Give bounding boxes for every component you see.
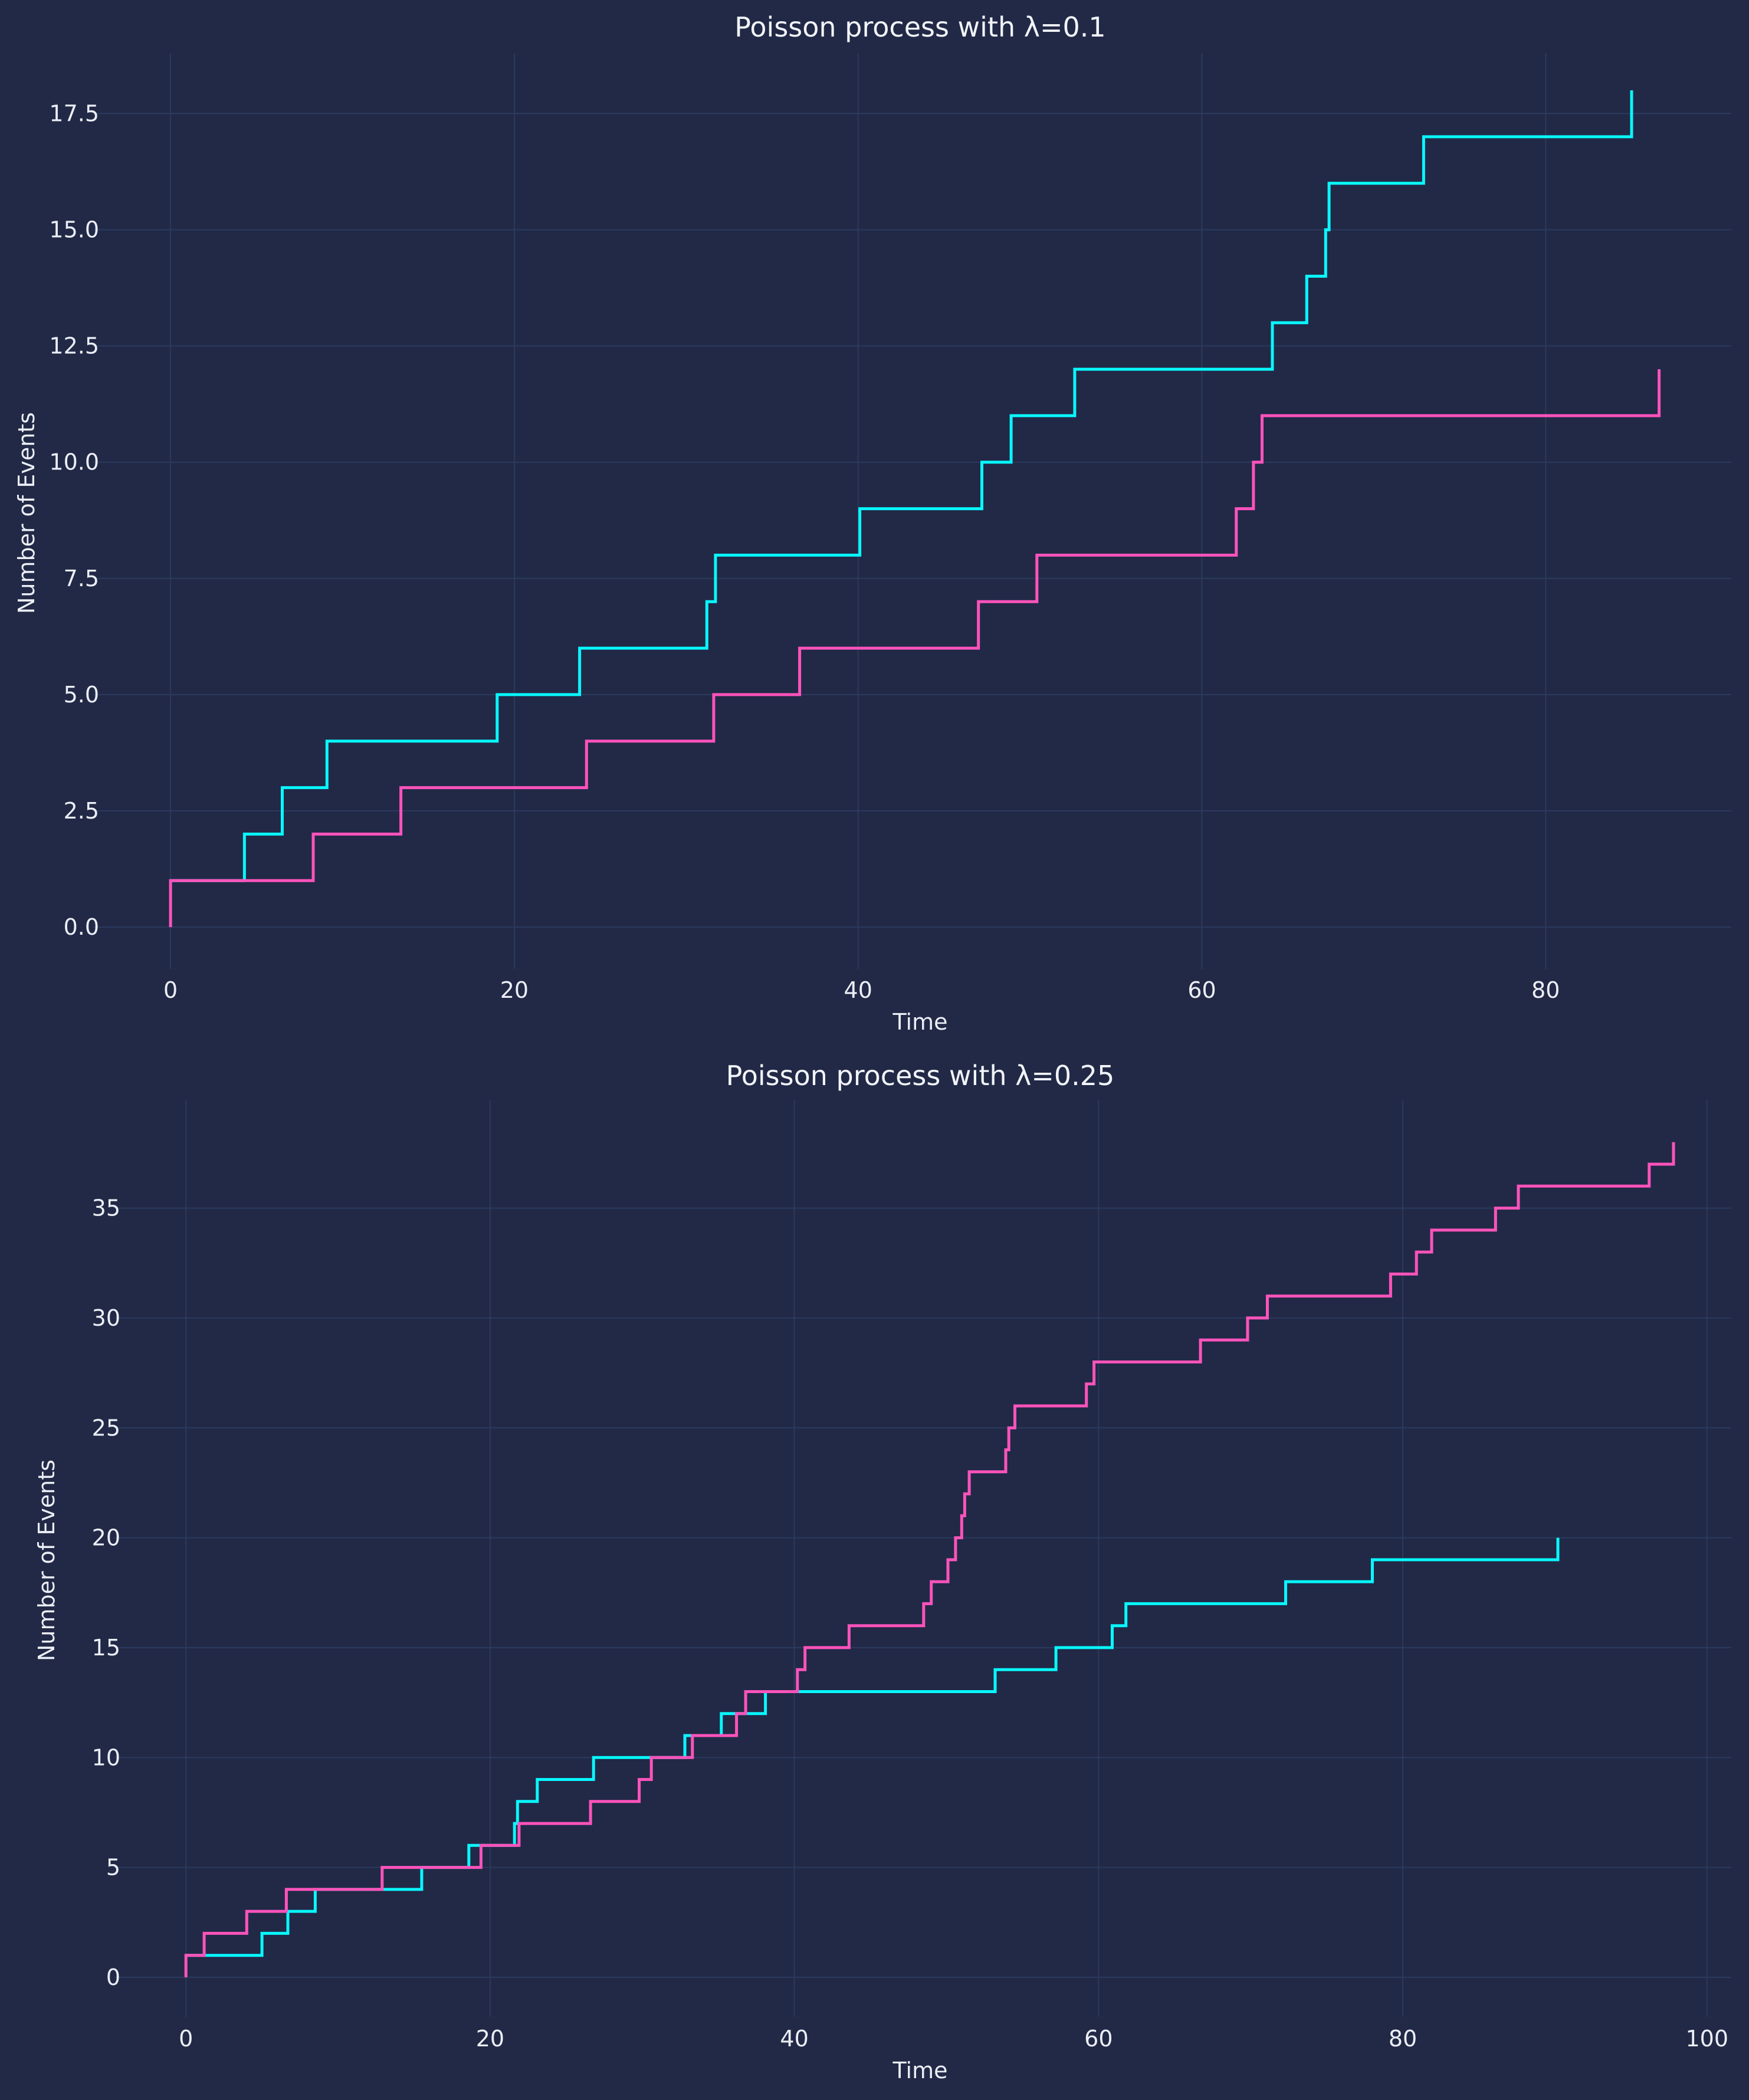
x-tick-label: 100 (1685, 2026, 1728, 2052)
y-axis-label: Number of Events (34, 1460, 60, 1661)
y-tick-label: 17.5 (49, 100, 99, 126)
y-tick-label: 5.0 (64, 682, 99, 708)
x-tick-label: 20 (500, 977, 529, 1003)
y-tick-label: 10 (92, 1744, 120, 1770)
x-tick-label: 80 (1389, 2026, 1417, 2052)
y-tick-label: 35 (92, 1195, 120, 1221)
chart-title: Poisson process with λ=0.1 (734, 11, 1105, 43)
series-line-magenta (184, 1142, 1675, 1977)
series-layer (169, 90, 1661, 928)
y-tick-label: 0.0 (64, 914, 99, 940)
y-tick-labels: 0.0 2.5 5.0 7.5 10.0 12.5 15.0 17.5 (49, 100, 99, 940)
y-tick-label: 12.5 (49, 333, 99, 359)
y-tick-label: 15.0 (49, 217, 99, 243)
chart-lambda-0.1: Poisson process with λ=0.1 0 20 40 60 80 0.0… (14, 11, 1731, 1035)
x-tick-label: 80 (1531, 977, 1560, 1003)
y-tick-label: 20 (92, 1525, 120, 1551)
y-tick-labels: 0 5 10 15 20 25 30 35 (92, 1195, 120, 1990)
chart-lambda-0.25: Poisson process with λ=0.25 0 20 40 60 80 100… (34, 1060, 1731, 2083)
x-tick-label: 40 (780, 2026, 808, 2052)
x-tick-label: 20 (476, 2026, 504, 2052)
series-line-cyan (170, 90, 1633, 882)
chart-title: Poisson process with λ=0.25 (726, 1060, 1115, 1092)
series-layer (184, 1142, 1675, 1977)
x-tick-label: 0 (163, 977, 178, 1003)
y-tick-label: 0 (106, 1964, 120, 1990)
y-tick-label: 25 (92, 1415, 120, 1441)
x-tick-label: 60 (1084, 2026, 1113, 2052)
x-tick-labels: 0 20 40 60 80 100 (179, 2026, 1728, 2052)
y-tick-label: 7.5 (64, 566, 99, 591)
y-tick-label: 10.0 (49, 449, 99, 475)
x-tick-label: 40 (844, 977, 872, 1003)
grid (114, 1100, 1731, 2017)
x-axis-label: Time (892, 2058, 948, 2083)
x-tick-label: 60 (1187, 977, 1216, 1003)
grid (93, 53, 1731, 969)
y-axis-label: Number of Events (14, 412, 40, 614)
x-tick-labels: 0 20 40 60 80 (163, 977, 1560, 1003)
y-tick-label: 2.5 (64, 798, 99, 824)
y-tick-label: 30 (92, 1305, 120, 1331)
y-tick-label: 5 (106, 1855, 120, 1881)
x-axis-label: Time (892, 1009, 948, 1035)
y-tick-label: 15 (92, 1635, 120, 1661)
series-line-magenta (169, 369, 1661, 928)
x-tick-label: 0 (179, 2026, 193, 2052)
